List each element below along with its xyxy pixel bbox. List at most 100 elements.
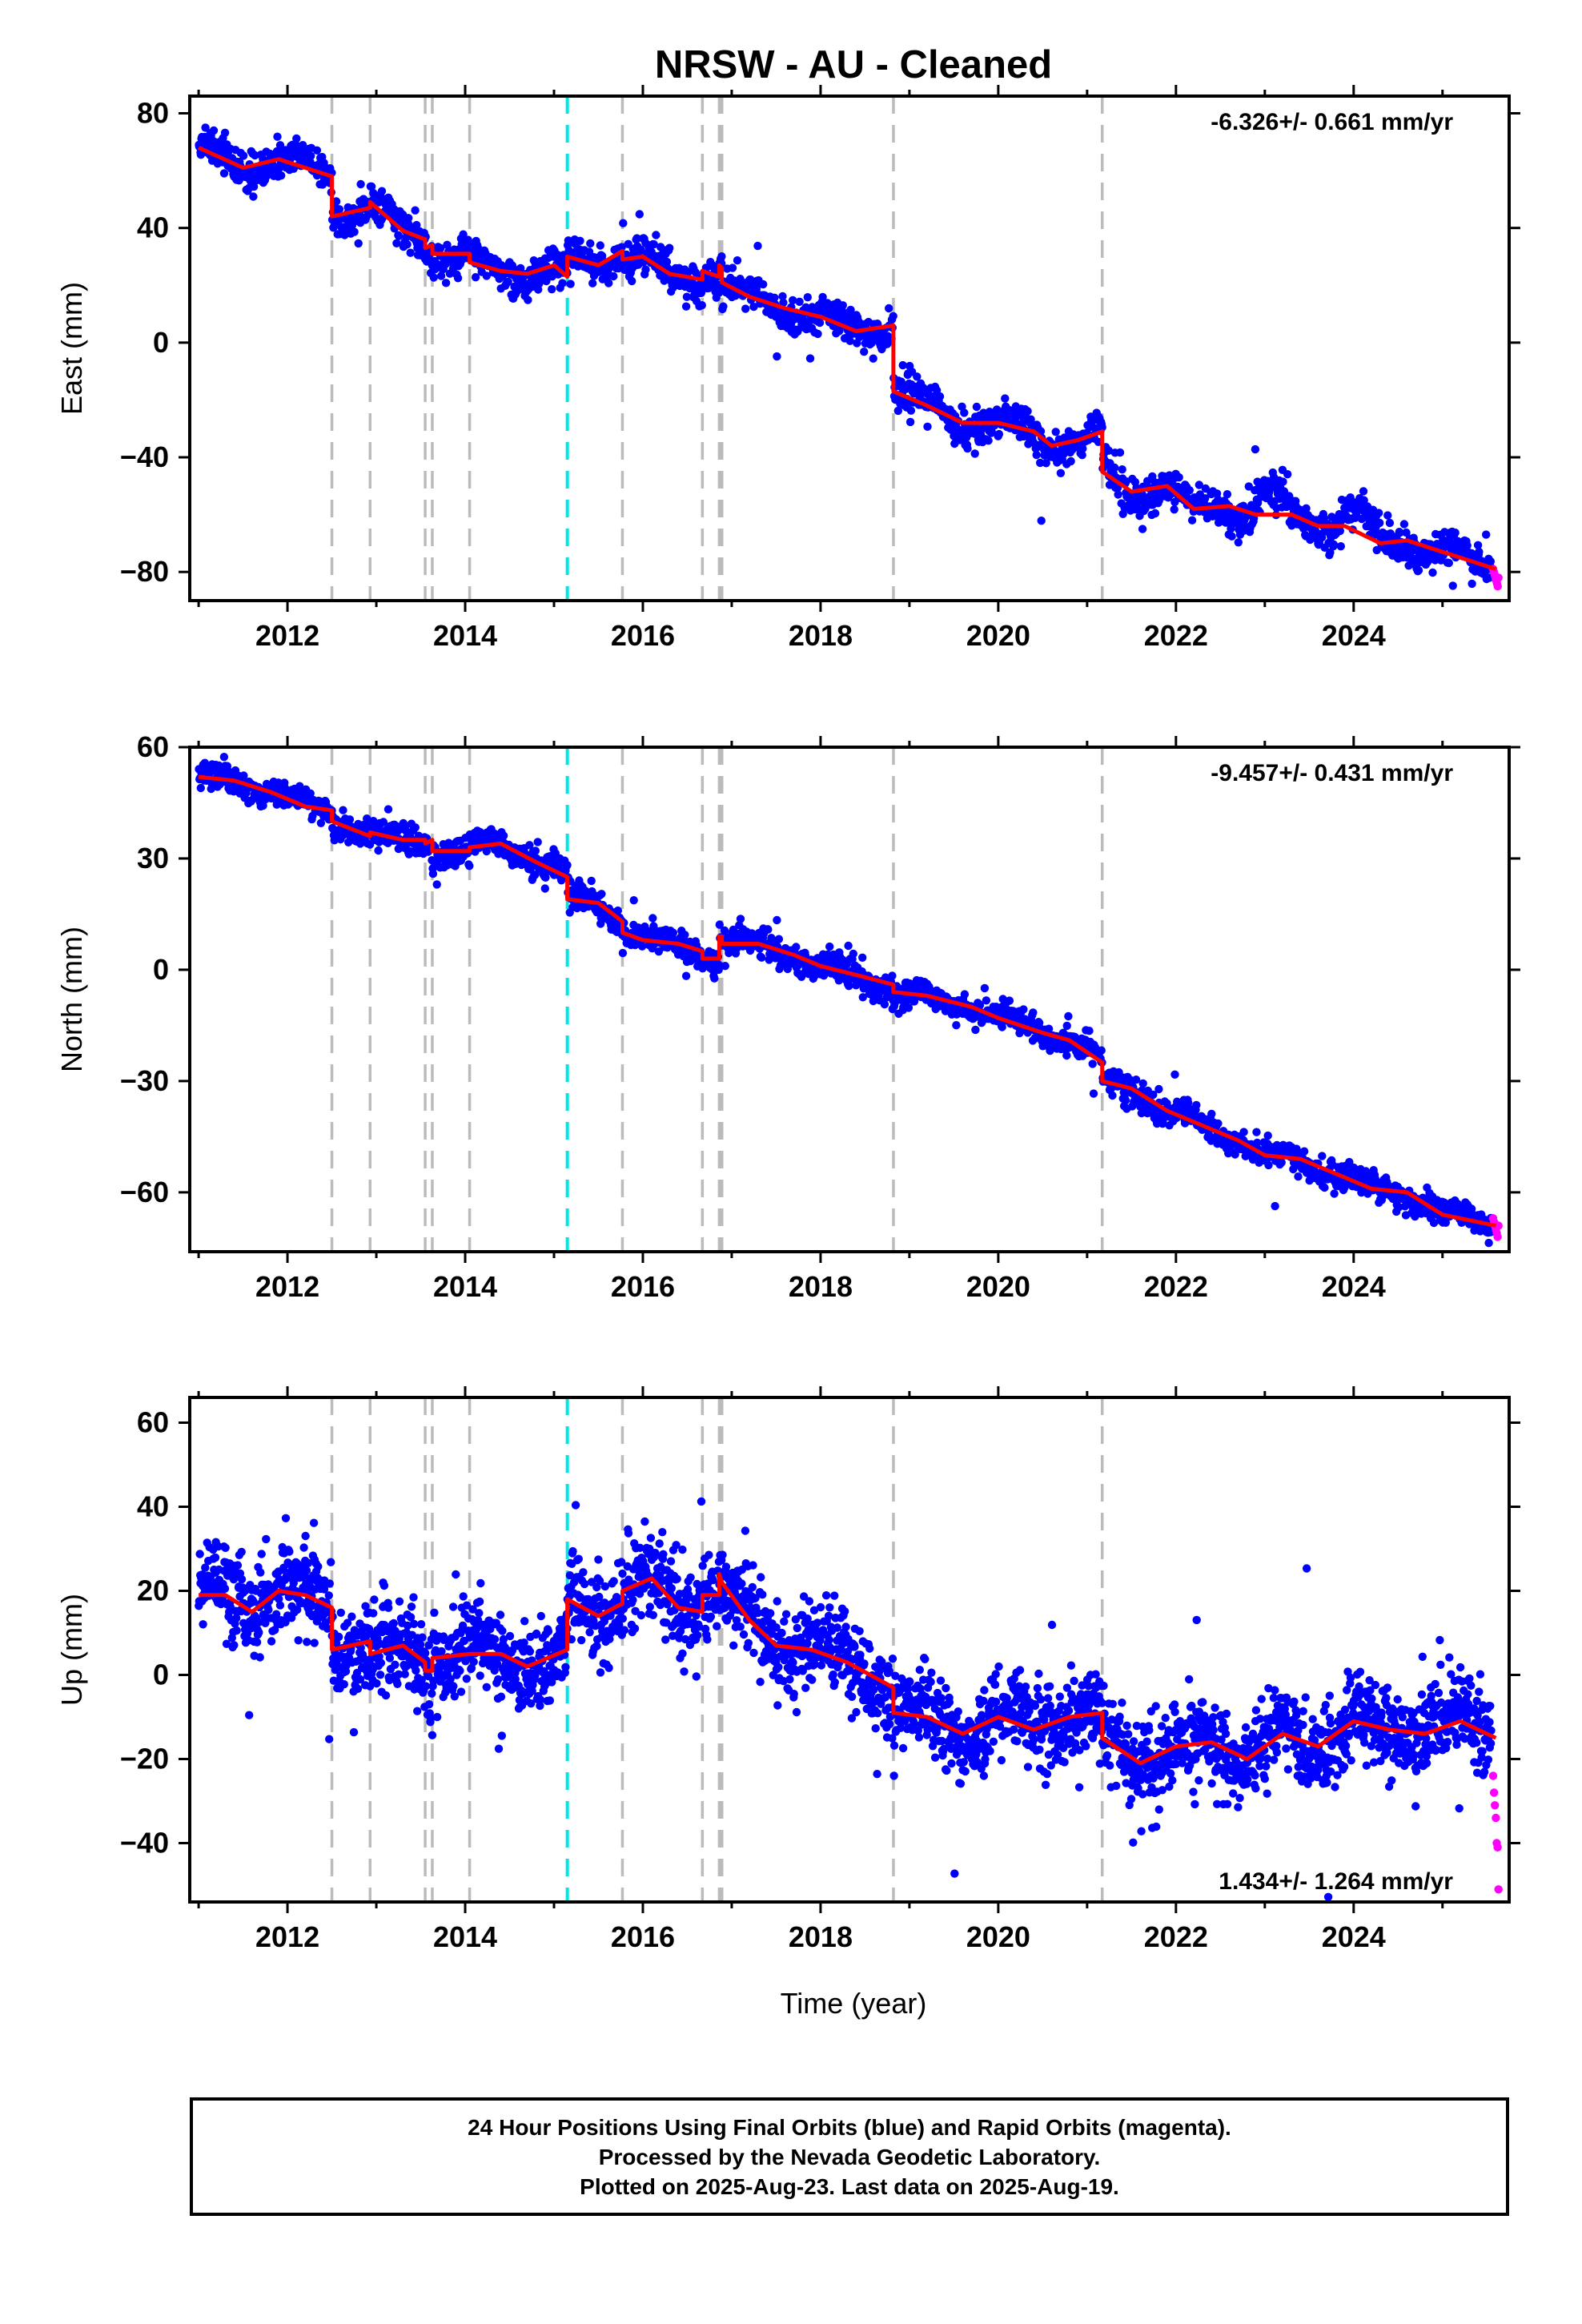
final-orbit-point (720, 926, 729, 935)
final-orbit-point (1223, 490, 1232, 499)
final-orbit-point (403, 240, 412, 249)
final-orbit-point (1214, 1119, 1223, 1128)
final-orbit-point (1463, 541, 1472, 550)
x-tick-label: 2014 (433, 619, 497, 652)
final-orbit-point (972, 402, 982, 412)
final-orbit-point (845, 982, 853, 991)
final-orbit-point (1326, 548, 1335, 557)
final-orbit-point (1448, 581, 1457, 590)
final-orbit-point (394, 231, 404, 240)
final-orbit-point (1078, 451, 1086, 460)
final-orbit-point (558, 279, 567, 287)
y-tick-label: 80 (137, 96, 169, 129)
final-orbit-point (773, 915, 781, 925)
final-orbit-point (597, 890, 606, 899)
final-orbit-point (715, 920, 724, 929)
final-orbit-point (1001, 394, 1010, 403)
final-orbit-point (1089, 1089, 1098, 1098)
final-orbit-point (239, 771, 248, 780)
final-orbit-point (292, 134, 301, 143)
final-orbit-point (635, 210, 644, 219)
final-orbit-point (354, 239, 363, 248)
final-orbit-point (542, 276, 551, 286)
final-orbit-point (1170, 505, 1178, 514)
final-orbit-point (1251, 444, 1260, 454)
final-orbit-point (665, 243, 674, 252)
final-orbit-point (356, 179, 365, 189)
final-orbit-point (609, 271, 618, 281)
final-orbit-point (1441, 1218, 1451, 1228)
final-orbit-point (1062, 1051, 1071, 1060)
y-tick-label: 0 (153, 953, 169, 986)
final-orbit-point (1154, 1084, 1163, 1094)
final-orbit-point (563, 861, 572, 870)
final-orbit-point (1149, 1090, 1158, 1100)
final-orbit-point (1451, 529, 1460, 537)
final-orbit-point (199, 1620, 207, 1629)
north-panel: 2012 2014 2016 2018 2020 2022 202460300−30−60N… (55, 730, 1520, 1303)
final-orbit-point (219, 753, 229, 762)
final-orbit-point (669, 928, 678, 938)
final-orbit-point (465, 862, 474, 870)
final-orbit-point (845, 336, 854, 345)
final-orbit-point (1399, 520, 1409, 529)
final-orbit-point (980, 983, 990, 993)
final-orbit-point (906, 406, 916, 415)
final-orbit-point (1131, 1076, 1141, 1084)
final-orbit-point (982, 996, 991, 1005)
final-orbit-point (1042, 459, 1050, 468)
final-orbit-point (576, 236, 584, 245)
final-orbit-point (1428, 568, 1437, 577)
final-orbit-point (1108, 1091, 1117, 1100)
final-orbit-point (367, 182, 376, 191)
final-orbit-point (757, 953, 766, 962)
final-orbit-point (429, 273, 438, 282)
final-orbit-point (1402, 528, 1411, 537)
final-orbit-point (869, 354, 877, 363)
final-orbit-point (893, 406, 903, 416)
final-orbit-point (819, 971, 829, 980)
final-orbit-point (885, 304, 893, 313)
final-orbit-point (789, 296, 797, 305)
final-orbit-point (994, 429, 1004, 439)
final-orbit-point (818, 292, 827, 302)
final-orbit-point (392, 239, 401, 247)
final-orbit-point (1264, 1160, 1273, 1170)
final-orbit-point (541, 873, 550, 883)
final-orbit-point (1088, 1059, 1097, 1068)
final-orbit-point (459, 230, 468, 239)
final-orbit-point (1263, 1131, 1272, 1140)
final-orbit-point (613, 906, 622, 915)
final-orbit-point (312, 146, 322, 155)
final-orbit-points (195, 753, 1496, 1248)
x-tick-label: 2024 (1322, 619, 1386, 652)
final-orbit-point (249, 192, 258, 201)
east-panel: 2012 2014 2016 2018 2020 2022 202480400−40−80E… (55, 85, 1520, 652)
final-orbit-point (345, 815, 355, 824)
final-orbit-point (1036, 458, 1045, 468)
final-orbit-point (1064, 1011, 1073, 1021)
final-orbit-point (1098, 423, 1106, 432)
final-orbit-point (471, 273, 480, 282)
final-orbit-point (682, 292, 692, 301)
final-orbit-point (1066, 456, 1075, 466)
y-tick-label: 60 (137, 730, 169, 763)
final-orbit-point (984, 436, 993, 445)
final-orbit-point (960, 408, 969, 417)
rapid-orbit-point (1493, 581, 1502, 591)
final-orbit-point (436, 271, 446, 280)
final-orbit-point (813, 329, 822, 339)
final-orbit-point (195, 1550, 204, 1558)
y-tick-label: −40 (120, 440, 169, 473)
final-orbit-point (770, 293, 779, 302)
final-orbit-point (618, 948, 628, 958)
rapid-orbit-point (1494, 1221, 1503, 1230)
final-orbit-point (277, 171, 286, 180)
y-tick-label: −30 (120, 1064, 169, 1097)
x-tick-label: 2020 (966, 1270, 1030, 1303)
final-orbit-point (1056, 468, 1066, 477)
plot-area (195, 1397, 1503, 1902)
rapid-orbit-points (1488, 565, 1503, 591)
final-orbit-point (411, 823, 420, 832)
